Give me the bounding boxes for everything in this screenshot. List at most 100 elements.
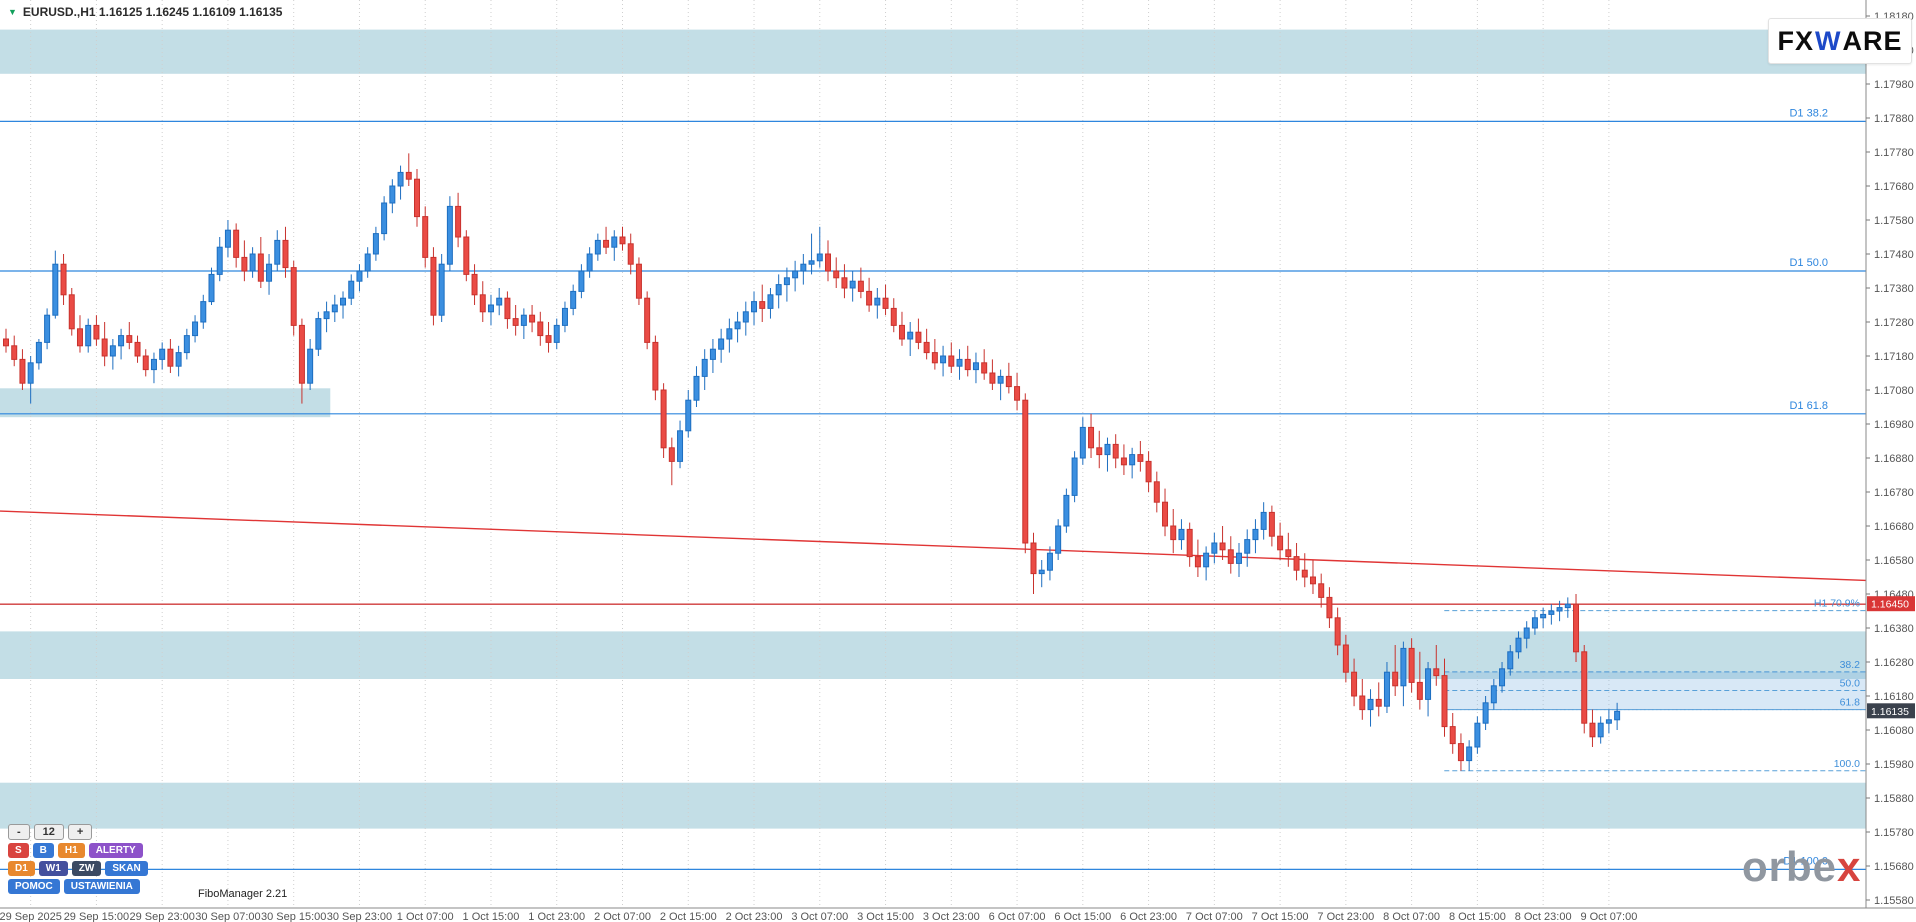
candle-body xyxy=(142,355,149,371)
d1-fib-label: D1 38.2 xyxy=(1789,107,1828,119)
candle-body xyxy=(775,284,782,296)
candle-body xyxy=(1153,481,1160,503)
symbol-ohlc-text: EURUSD.,H1 1.16125 1.16245 1.16109 1.161… xyxy=(22,5,283,19)
candle-body xyxy=(931,352,938,364)
candle-body xyxy=(487,304,494,313)
supply-demand-zone[interactable] xyxy=(0,388,331,418)
time-axis[interactable] xyxy=(0,908,1916,922)
badges-layer: 1.16450 1.16135 xyxy=(1867,596,1915,719)
candle-body xyxy=(841,277,848,289)
panel-button-s[interactable]: S xyxy=(8,843,29,858)
price-axis-label: 1.17280 xyxy=(1874,317,1914,329)
orbex-logo-x: x xyxy=(1837,843,1862,890)
candle-body xyxy=(1540,613,1547,619)
candle-body xyxy=(570,290,577,309)
candle-body xyxy=(249,253,256,272)
candle-body xyxy=(1457,743,1464,762)
price-axis[interactable] xyxy=(1866,0,1916,922)
price-axis-label: 1.16980 xyxy=(1874,419,1914,431)
h1-fib-label: 100.0 xyxy=(1834,758,1860,770)
zoom-out-button[interactable]: - xyxy=(8,824,30,840)
trendline[interactable] xyxy=(0,510,1867,582)
candle-body xyxy=(1030,542,1037,575)
candle-body xyxy=(159,348,166,360)
candle-body xyxy=(1120,457,1127,466)
candle-body xyxy=(759,301,766,309)
candle-body xyxy=(307,348,314,384)
time-axis-label: 8 Oct 15:00 xyxy=(1449,911,1506,922)
candle-body xyxy=(833,270,840,279)
candle-body xyxy=(866,290,873,306)
price-axis-label: 1.17680 xyxy=(1874,181,1914,193)
candle-body xyxy=(1597,722,1604,738)
zones-layer xyxy=(0,29,1866,829)
candle-body xyxy=(808,260,815,265)
candle-body xyxy=(660,389,667,449)
candle-body xyxy=(718,338,725,350)
zoom-in-button[interactable]: + xyxy=(67,824,93,840)
candle-body xyxy=(11,345,18,360)
candle-body xyxy=(512,318,519,326)
panel-button-w1[interactable]: W1 xyxy=(38,861,68,876)
candle-body xyxy=(1219,542,1226,551)
price-axis-label: 1.15680 xyxy=(1874,861,1914,873)
candle-body xyxy=(1244,539,1251,554)
candle-body xyxy=(726,328,733,340)
time-axis-label: 29 Sep 15:00 xyxy=(64,911,129,922)
candle-body xyxy=(898,324,905,340)
candle-body xyxy=(1392,671,1399,687)
candle-body xyxy=(1490,685,1497,704)
supply-demand-zone[interactable] xyxy=(0,631,1866,679)
time-axis-label: 1 Oct 07:00 xyxy=(397,911,454,922)
panel-button-d1[interactable]: D1 xyxy=(8,861,35,876)
supply-demand-zone[interactable] xyxy=(0,29,1866,74)
price-axis-label: 1.16880 xyxy=(1874,453,1914,465)
candle-body xyxy=(1071,457,1078,496)
d1-fib-label: D1 50.0 xyxy=(1789,257,1828,269)
candle-body xyxy=(150,358,157,371)
price-axis-label: 1.17880 xyxy=(1874,113,1914,125)
panel-button-pomoc[interactable]: POMOC xyxy=(8,879,60,894)
candle-body xyxy=(603,239,610,248)
price-axis-label: 1.16380 xyxy=(1874,623,1914,635)
candle-body xyxy=(93,324,100,340)
candle-body xyxy=(619,236,626,245)
fxware-logo-w: W xyxy=(1815,25,1842,56)
panel-button-h1[interactable]: H1 xyxy=(57,843,85,858)
panel-button-ustawienia[interactable]: USTAWIENIA xyxy=(63,879,140,894)
candle-body xyxy=(1614,710,1621,721)
candle-body xyxy=(233,229,240,258)
candle-body xyxy=(1203,552,1210,568)
candle-body xyxy=(1096,447,1103,456)
panel-button-skan[interactable]: SKAN xyxy=(105,861,148,876)
candle-body xyxy=(561,307,568,326)
price-axis-label: 1.17480 xyxy=(1874,249,1914,261)
time-axis-label: 6 Oct 23:00 xyxy=(1120,911,1177,922)
d1-fib-label: D1 100.0 xyxy=(1783,855,1828,867)
candle-body xyxy=(1515,637,1522,653)
candle-body xyxy=(1063,494,1070,527)
supply-demand-zone[interactable] xyxy=(0,782,1866,829)
bars-count-button[interactable]: 12 xyxy=(33,824,64,840)
candle-body xyxy=(882,297,889,309)
panel-button-alerty[interactable]: ALERTY xyxy=(88,843,143,858)
time-axis-label: 9 Oct 07:00 xyxy=(1580,911,1637,922)
candle-body xyxy=(1441,675,1448,728)
candle-body xyxy=(1145,460,1152,483)
candle-body xyxy=(1425,668,1432,700)
candle-body xyxy=(496,297,503,306)
panel-button-zw[interactable]: ZW xyxy=(71,861,102,876)
price-axis-label: 1.16580 xyxy=(1874,555,1914,567)
candle-body xyxy=(1334,617,1341,646)
panel-button-b[interactable]: B xyxy=(32,843,54,858)
candle-body xyxy=(981,362,988,374)
candle-body xyxy=(956,358,963,367)
candle-body xyxy=(1359,695,1366,711)
orbex-logo: orbex xyxy=(1742,843,1861,891)
candle-body xyxy=(1433,668,1440,677)
candle-body xyxy=(167,348,174,367)
fxware-logo: FX W ARE xyxy=(1768,18,1912,64)
candle-body xyxy=(1507,651,1514,670)
candle-body xyxy=(1301,569,1308,578)
